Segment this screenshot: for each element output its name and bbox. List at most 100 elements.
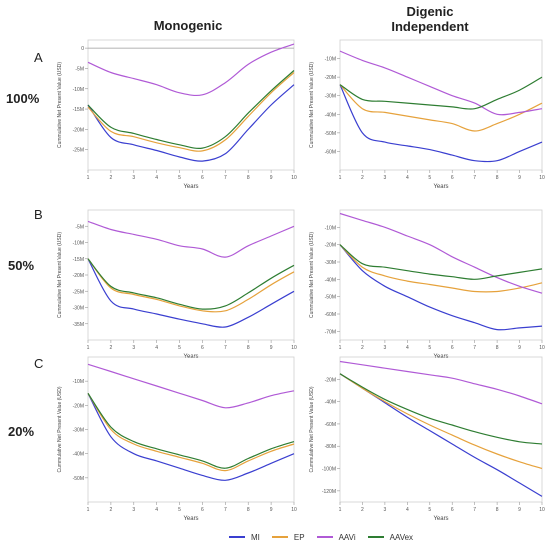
A-monogenic-x-tick-label: 7 [224,175,227,181]
C-digenic-x-tick-label: 4 [406,507,409,513]
C-monogenic-plot-frame [87,356,295,503]
C-digenic-y-axis-label: Cummulative Net Present Value (USD) [309,386,315,472]
B-digenic-y-tick-label: -70M [325,329,336,335]
B-monogenic-x-tick-label: 7 [224,345,227,351]
C-digenic-x-tick-label: 1 [339,507,342,513]
C-monogenic-x-tick-label: 3 [132,507,135,513]
C-monogenic-x-tick-label: 4 [155,507,158,513]
row-percent-b: 50% [8,258,35,273]
B-digenic-x-tick-label: 1 [339,345,342,351]
B-monogenic-y-tick-label: -20M [73,273,84,279]
B-digenic-y-tick-label: -30M [325,260,336,266]
B-monogenic-y-tick-label: -25M [73,289,84,295]
B-monogenic-x-tick-label: 9 [270,345,273,351]
legend-item-aavi: AAVi [316,532,356,542]
B-digenic-x-tick-label: 9 [518,345,521,351]
C-monogenic-x-axis-label: Years [183,516,198,522]
C-digenic-x-tick-label: 8 [496,507,499,513]
A-digenic-series-aavi-line [339,50,543,116]
A-digenic-series-mi-line [339,84,543,163]
A-digenic-x-axis-label: Years [433,184,448,190]
column-header-digenic-line1: Digenic [406,4,454,19]
C-digenic-x-tick-label: 10 [539,507,545,513]
A-digenic-x-tick-label: 3 [383,175,386,181]
A-monogenic-y-tick-label: -25M [73,148,84,154]
A-monogenic-x-tick-label: 1 [87,175,90,181]
B-monogenic-x-tick-label: 4 [155,345,158,351]
A-digenic-series-ep-line [339,84,543,132]
A-monogenic-x-tick-label: 3 [132,175,135,181]
B-monogenic-series-aavi-line [87,220,295,258]
C-monogenic-series-aavex-line [87,392,295,469]
A-digenic-x-tick-label: 5 [428,175,431,181]
A-monogenic-series-ep-line [87,72,295,152]
C-digenic-series-aavex-line [339,373,543,445]
B-digenic-x-tick-label: 5 [428,345,431,351]
B-monogenic-x-tick-label: 2 [109,345,112,351]
A-digenic-x-tick-label: 4 [406,175,409,181]
A-digenic-x-tick-label: 8 [496,175,499,181]
B-digenic-y-axis-label: Cummulative Net Present Value (USD) [309,232,315,318]
B-digenic-y-tick-label: -20M [325,243,336,249]
B-monogenic-y-tick-label: -35M [73,322,84,328]
B-digenic-x-tick-label: 6 [451,345,454,351]
B-monogenic-y-axis-label: Cummulative Net Present Value (USD) [57,232,63,318]
A-monogenic-y-tick-label: -20M [73,127,84,133]
B-monogenic-y-tick-label: -5M [75,224,84,230]
A-monogenic-x-tick-label: 8 [247,175,250,181]
B-digenic-y-tick-label: -50M [325,295,336,301]
C-digenic-y-tick-label: -60M [325,422,336,428]
A-monogenic-y-axis-label: Cummulative Net Present Value (USD) [57,62,63,148]
A-digenic-x-tick-label: 10 [539,175,545,181]
A-digenic-y-tick-label: -10M [325,57,336,63]
B-monogenic-series-ep-line [87,258,295,313]
A-digenic-y-tick-label: -40M [325,112,336,118]
A-digenic-y-axis-label: Cummulative Net Present Value (USD) [309,62,315,148]
B-digenic-y-tick-label: -40M [325,277,336,283]
C-monogenic-x-tick-label: 5 [178,507,181,513]
B-monogenic-y-tick-label: -10M [73,241,84,247]
C-digenic-x-tick-label: 2 [361,507,364,513]
B-digenic-x-tick-label: 4 [406,345,409,351]
row-letter-a: A [34,50,43,65]
A-monogenic-x-tick-label: 4 [155,175,158,181]
C-digenic-y-tick-label: -100M [322,467,336,473]
B-digenic-y-tick-label: -60M [325,312,336,318]
A-monogenic-series-aavex-line [87,70,295,149]
B-digenic-series-aavi-line [339,212,543,294]
A-digenic-x-tick-label: 7 [473,175,476,181]
C-monogenic-x-tick-label: 6 [201,507,204,513]
legend-label-aavi: AAVi [338,532,356,542]
legend: MI EP AAVi AAVex [229,531,425,543]
row-percent-a: 100% [6,91,40,106]
C-digenic-x-tick-label: 7 [473,507,476,513]
C-monogenic-x-tick-label: 10 [291,507,297,513]
C-monogenic-x-tick-label: 7 [224,507,227,513]
B-digenic-series-aavex-line [339,244,543,280]
C-monogenic-x-tick-label: 8 [247,507,250,513]
A-monogenic-y-tick-label: -10M [73,87,84,93]
A-monogenic-x-tick-label: 10 [291,175,297,181]
legend-item-mi: MI [229,533,260,542]
legend-swatch-ep [271,536,288,538]
B-digenic-x-tick-label: 7 [473,345,476,351]
A-digenic-x-tick-label: 9 [518,175,521,181]
C-monogenic-x-tick-label: 9 [270,507,273,513]
C-monogenic-series-ep-line [87,392,295,472]
C-digenic-x-axis-label: Years [433,516,448,522]
B-monogenic-y-tick-label: -15M [73,257,84,263]
B-monogenic-x-tick-label: 8 [247,345,250,351]
B-digenic-series-mi-line [339,244,543,331]
B-digenic-y-tick-label: -10M [325,225,336,231]
legend-swatch-aavex [367,536,384,538]
A-monogenic-series-mi-line [87,84,295,162]
A-monogenic-x-tick-label: 6 [201,175,204,181]
B-monogenic-x-tick-label: 10 [291,345,297,351]
A-digenic-x-tick-label: 1 [339,175,342,181]
C-monogenic-y-axis-label: Cummulative Net Present Value (USD) [57,386,63,472]
column-header-digenic: Digenic Independent [370,4,490,34]
C-digenic-x-tick-label: 5 [428,507,431,513]
C-monogenic-y-tick-label: -50M [73,476,84,482]
B-digenic-x-tick-label: 10 [539,345,545,351]
C-monogenic-y-tick-label: -40M [73,452,84,458]
